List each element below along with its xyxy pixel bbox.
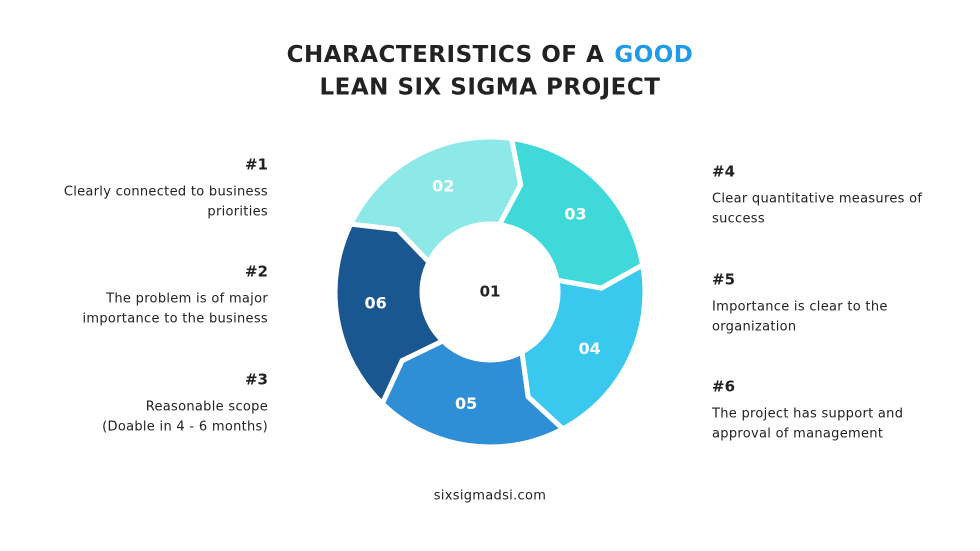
center-label: 01 <box>480 283 501 301</box>
item-text: (Doable in 4 - 6 months) <box>102 420 268 435</box>
item-number: #6 <box>712 378 735 396</box>
title-text: CHARACTERISTICS OF A <box>287 42 605 68</box>
item-text: success <box>712 212 765 227</box>
item-text: priorities <box>207 205 268 220</box>
item-number: #3 <box>245 371 268 389</box>
item-text: Clear quantitative measures of <box>712 192 922 207</box>
segment <box>332 221 448 408</box>
item-text: Reasonable scope <box>146 400 268 415</box>
segment-label: 05 <box>455 394 477 413</box>
cycle-ring <box>332 134 648 450</box>
item-number: #1 <box>245 156 268 174</box>
title-line-1: CHARACTERISTICS OF A GOOD <box>287 42 694 68</box>
item-text: importance to the business <box>82 312 268 327</box>
item-text: The problem is of major <box>105 292 268 307</box>
item-number: #4 <box>712 163 735 181</box>
item-number: #2 <box>245 263 268 281</box>
title-line-2: LEAN SIX SIGMA PROJECT <box>320 75 661 101</box>
segment-label: 06 <box>364 294 386 313</box>
item-text: Importance is clear to the <box>712 300 888 315</box>
item-text: The project has support and <box>711 407 903 422</box>
segment-label: 02 <box>432 176 454 195</box>
segment-label: 04 <box>578 339 600 358</box>
item-number: #5 <box>712 271 735 289</box>
footer: sixsigmadsi.com <box>434 489 546 504</box>
item-text: organization <box>712 320 796 335</box>
item-text: approval of management <box>712 427 883 442</box>
title-highlight: GOOD <box>614 42 693 68</box>
segment-label: 03 <box>564 205 586 224</box>
item-text: Clearly connected to business <box>64 185 268 200</box>
